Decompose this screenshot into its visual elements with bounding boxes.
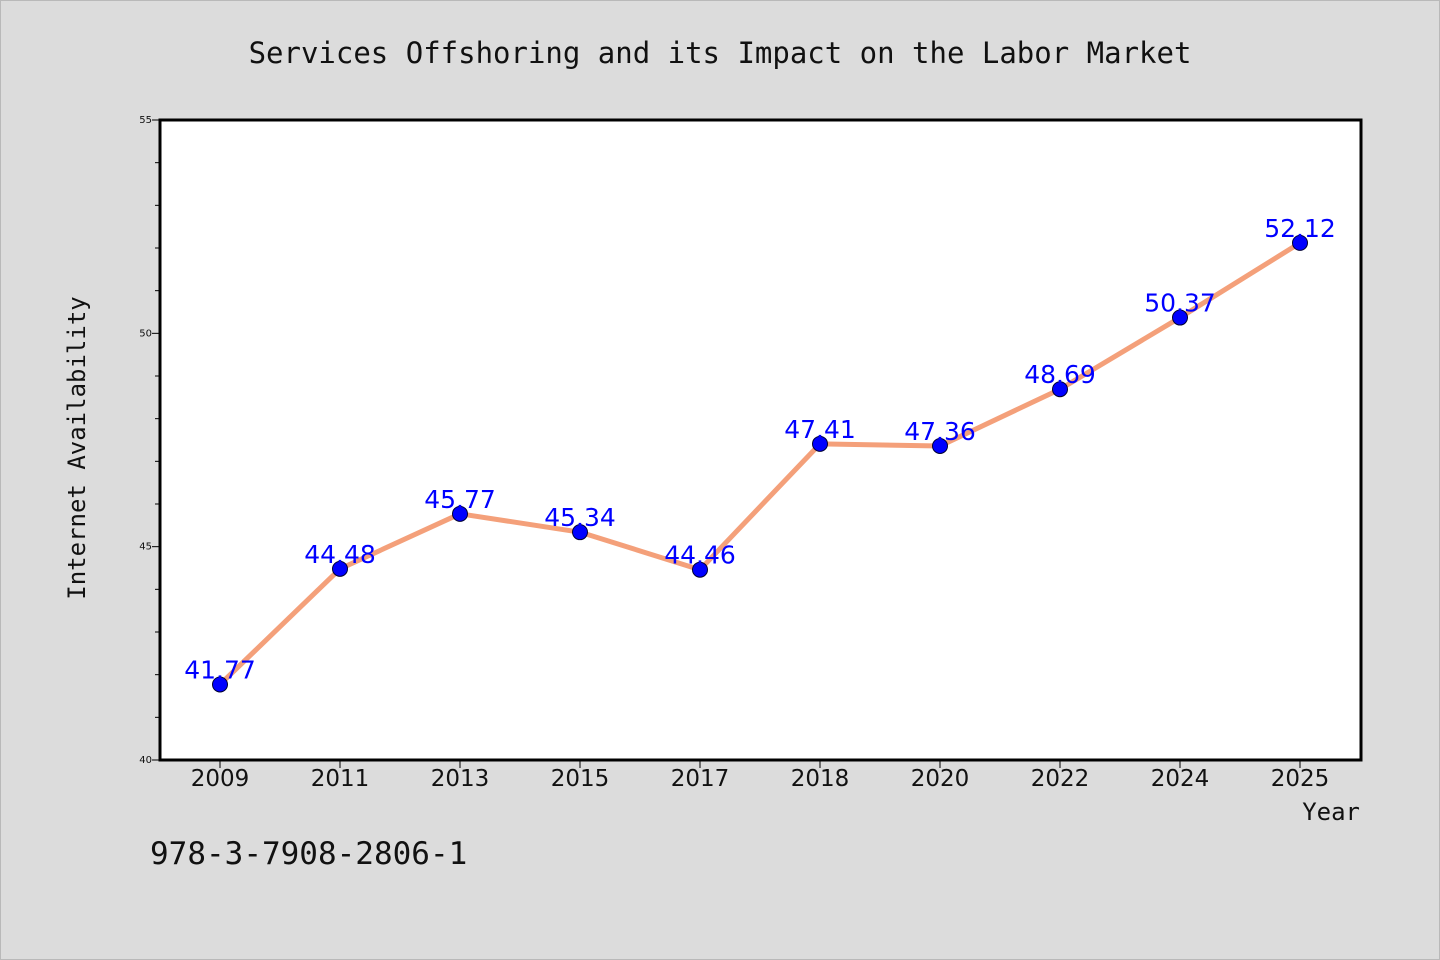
x-tick-label: 2009 — [191, 766, 250, 792]
x-tick-label: 2017 — [671, 766, 730, 792]
data-point — [452, 505, 468, 522]
series-line-group: 41.77 44.48 45.77 45.34 44.46 47.41 47.36 48.69… — [184, 214, 1336, 693]
data-point — [932, 437, 948, 454]
y-tick-label: 45 — [139, 542, 152, 553]
series-line — [217, 240, 1303, 687]
data-label: 50.37 — [1144, 289, 1216, 318]
y-axis-label: Internet Availability — [63, 296, 91, 599]
data-point — [812, 435, 828, 452]
x-tick-label: 2013 — [431, 766, 490, 792]
data-point — [212, 676, 228, 693]
x-tick-label: 2011 — [311, 766, 370, 792]
data-point — [692, 561, 708, 578]
data-label: 44.48 — [304, 540, 376, 569]
data-label: 45.34 — [544, 503, 616, 532]
data-label: 41.77 — [184, 655, 256, 684]
y-tick-label: 40 — [139, 755, 152, 766]
plot-area — [158, 118, 1363, 762]
x-tick-label: 2015 — [551, 766, 610, 792]
data-label: 47.41 — [784, 415, 856, 444]
x-tick-label: 2022 — [1031, 766, 1090, 792]
data-point — [1172, 309, 1188, 326]
data-label: 44.46 — [664, 541, 736, 570]
x-axis-label: Year — [1302, 798, 1360, 826]
data-label: 52.12 — [1264, 214, 1336, 243]
data-label: 48.69 — [1024, 360, 1096, 389]
data-point — [1292, 234, 1308, 251]
data-point — [332, 560, 348, 577]
data-label: 47.36 — [904, 417, 976, 446]
x-tick-label: 2025 — [1271, 766, 1330, 792]
data-point — [1052, 381, 1068, 398]
isbn-text: 978-3-7908-2806-1 — [150, 836, 467, 872]
x-tick-label: 2020 — [911, 766, 970, 792]
chart-title: Services Offshoring and its Impact on th… — [249, 36, 1192, 70]
data-point — [572, 524, 588, 541]
x-tick-label: 2024 — [1151, 766, 1210, 792]
y-tick-label: 55 — [139, 115, 152, 126]
x-tick-label: 2018 — [791, 766, 850, 792]
y-axis: 40 45 50 55 — [139, 115, 160, 766]
y-tick-label: 50 — [139, 328, 152, 339]
data-label: 45.77 — [424, 485, 496, 514]
x-axis: 2009 2011 2013 2015 2017 2018 2020 2022 2024 2025 — [191, 760, 1330, 792]
